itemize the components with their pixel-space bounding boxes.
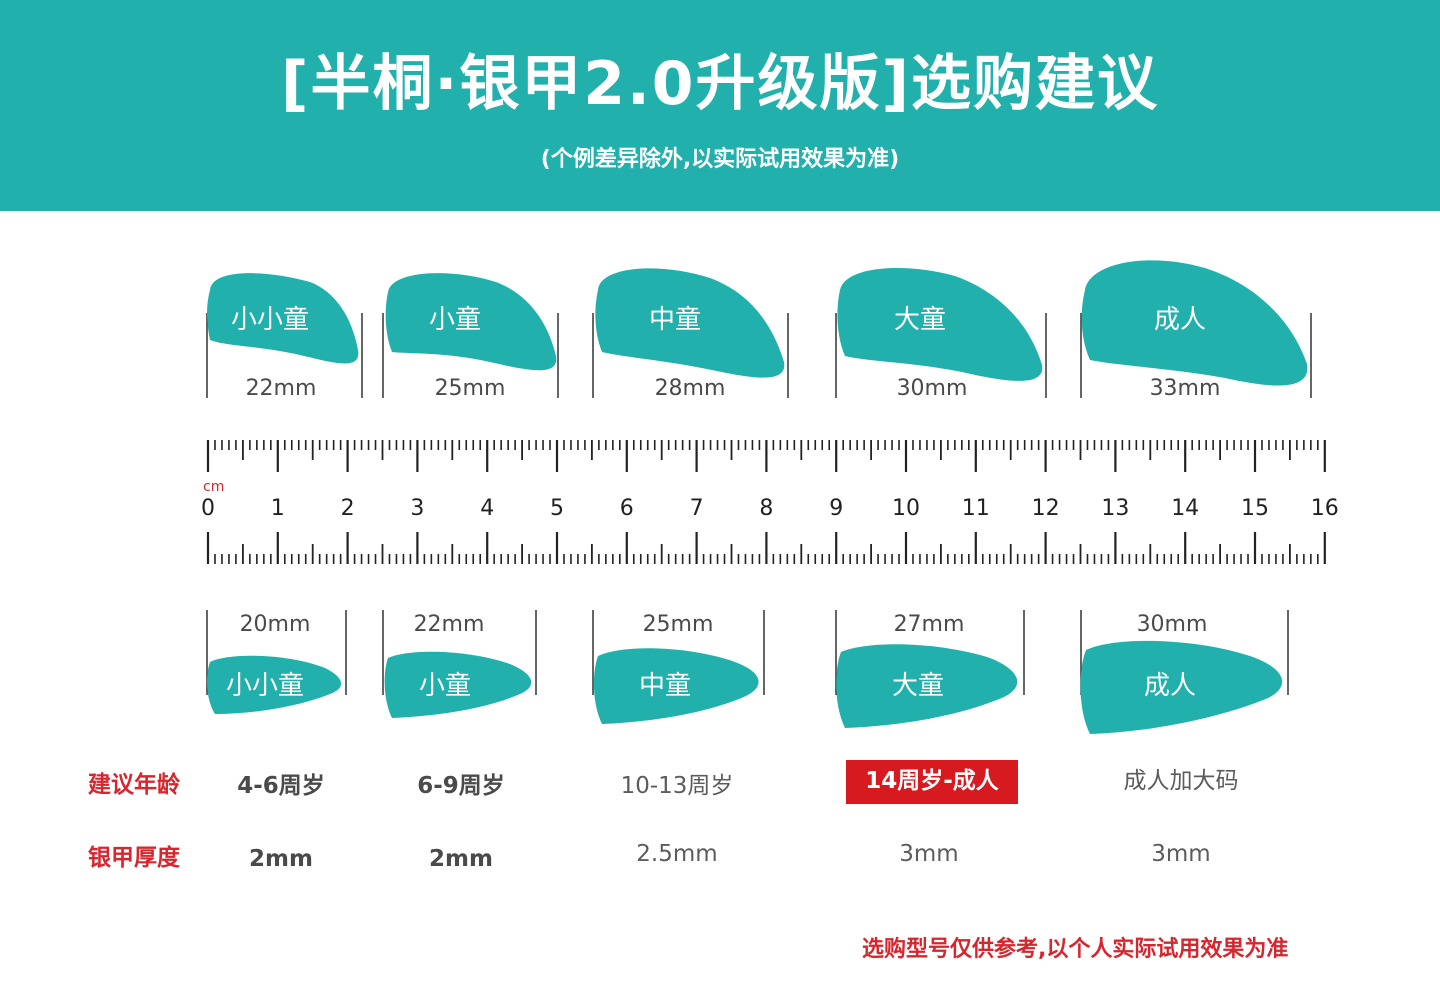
top-size-group-0: 小小童 22mm [206,273,363,401]
nail-guard-name: 小小童 [226,671,304,700]
page-subtitle: (个例差异除外,以实际试用效果为准) [540,147,900,172]
nail-guard-size: 27mm [894,612,965,637]
nail-guard-shape [1081,260,1308,386]
age-cell: 10-13周岁 [620,773,734,799]
top-size-group-4: 成人 33mm [1080,260,1312,401]
top-size-group-1: 小童 25mm [382,273,559,401]
ruler-label: 2 [341,496,355,521]
thickness-cell: 2.5mm [636,841,718,867]
bottom-size-group-3: 27mm 大童 [835,610,1025,728]
nail-guard-shape [384,651,532,718]
thickness-cell: 2mm [429,846,493,872]
thickness-cell: 3mm [899,841,959,867]
ruler-label: 10 [892,496,920,521]
nail-guard-name: 成人 [1154,305,1206,334]
ruler-top-ticks [206,440,1326,472]
ruler-label: 4 [480,496,494,521]
ruler-unit: cm [203,479,224,495]
thickness-row-label: 银甲厚度 [88,845,180,871]
nail-guard-name: 大童 [894,305,946,334]
age-cell-highlighted: 14周岁-成人 [846,760,1018,804]
age-cell: 4-6周岁 [237,773,325,799]
age-row-label: 建议年龄 [88,772,180,798]
nail-guard-name: 中童 [649,305,701,334]
top-size-group-2: 中童 28mm [592,268,789,401]
nail-guard-shape [836,644,1018,728]
nail-guard-size: 33mm [1150,376,1221,401]
nail-guard-name: 成人 [1144,671,1196,700]
ruler-label: 5 [550,496,564,521]
bottom-size-group-0: 20mm 小小童 [206,610,347,714]
thickness-cell: 3mm [1151,841,1211,867]
page-title: [半桐·银甲2.0升级版]选购建议 [281,49,1159,119]
ruler-label: 9 [829,496,843,521]
nail-guard-size: 22mm [246,376,317,401]
nail-guard-name: 小童 [419,671,471,700]
ruler-label: 14 [1171,496,1199,521]
age-cell: 6-9周岁 [417,773,505,799]
nail-guard-size: 20mm [240,612,311,637]
nail-guard-shape [1080,640,1283,734]
nail-guard-size: 25mm [643,612,714,637]
ruler-label: 8 [759,496,773,521]
nail-guard-shape [385,273,557,371]
nail-guard-shape [595,268,785,378]
nail-guard-shape [593,648,759,724]
nail-guard-size: 28mm [655,376,726,401]
ruler-label: 7 [690,496,704,521]
ruler-label: 6 [620,496,634,521]
ruler-label: 15 [1241,496,1269,521]
nail-guard-size: 30mm [1137,612,1208,637]
top-size-group-3: 大童 30mm [835,267,1047,401]
nail-guard-size: 22mm [414,612,485,637]
ruler-label: 0 [201,496,215,521]
nail-guard-name: 中童 [639,671,691,700]
ruler-bottom-ticks [206,532,1326,564]
thickness-cell: 2mm [249,846,313,872]
ruler-label: 13 [1101,496,1129,521]
bottom-size-group-2: 25mm 中童 [592,610,765,724]
ruler-label: 1 [271,496,285,521]
nail-guard-name: 小童 [429,305,481,334]
ruler-label: 3 [410,496,424,521]
ruler: cm 0 1 2 3 4 5 6 7 8 9 10 11 12 13 14 15 16 [201,440,1339,564]
nail-guard-shape [837,267,1043,381]
nail-guard-shape [207,655,342,714]
nail-guard-size: 25mm [435,376,506,401]
ruler-label: 11 [962,496,990,521]
bottom-size-group-1: 22mm 小童 [382,610,537,718]
age-cell: 成人加大码 [1123,768,1239,794]
bottom-size-group-4: 30mm 成人 [1080,610,1289,734]
header-banner [0,0,1440,211]
ruler-labels: 0 1 2 3 4 5 6 7 8 9 10 11 12 13 14 15 16 [201,496,1339,521]
nail-guard-size: 30mm [897,376,968,401]
nail-guard-name: 大童 [892,671,944,700]
ruler-label: 16 [1311,496,1339,521]
ruler-label: 12 [1032,496,1060,521]
nail-guard-shape [207,273,359,364]
footnote: 选购型号仅供参考,以个人实际试用效果为准 [862,937,1289,962]
nail-guard-name: 小小童 [231,305,309,334]
